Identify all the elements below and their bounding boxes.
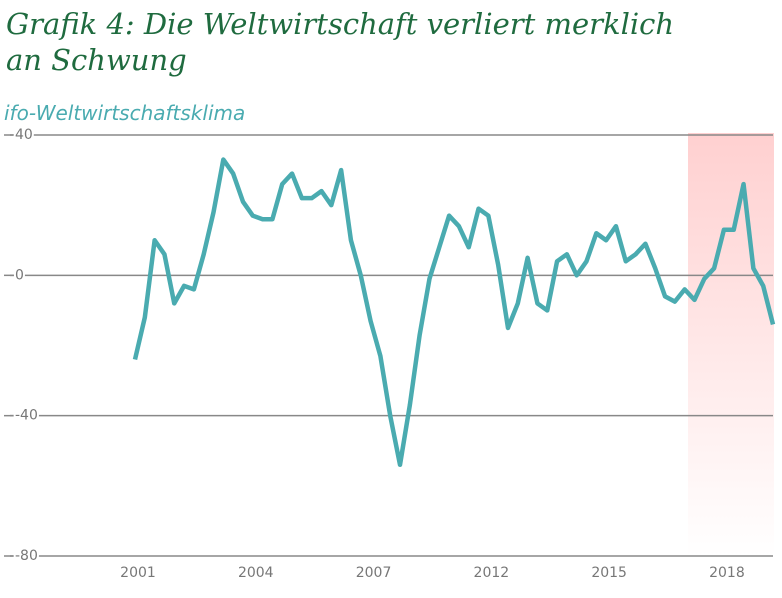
chart-subtitle: ifo-Weltwirtschaftsklima [4,101,245,125]
chart-title: Grafik 4: Die Weltwirtschaft verliert me… [6,7,674,77]
x-tick-label: 2012 [474,565,510,581]
x-tick-label: 2004 [238,565,274,581]
data-line [132,157,776,468]
x-tick-label: 2015 [591,565,627,581]
highlight-region [688,133,774,557]
y-tick-label: -80 [15,548,38,564]
y-tick-label: 40 [15,127,33,143]
y-tick-label: 0 [15,267,24,283]
x-tick-label: 2018 [709,565,745,581]
y-tick-label: -40 [15,408,38,424]
x-tick-label: 2001 [120,565,156,581]
x-tick-label: 2007 [356,565,392,581]
